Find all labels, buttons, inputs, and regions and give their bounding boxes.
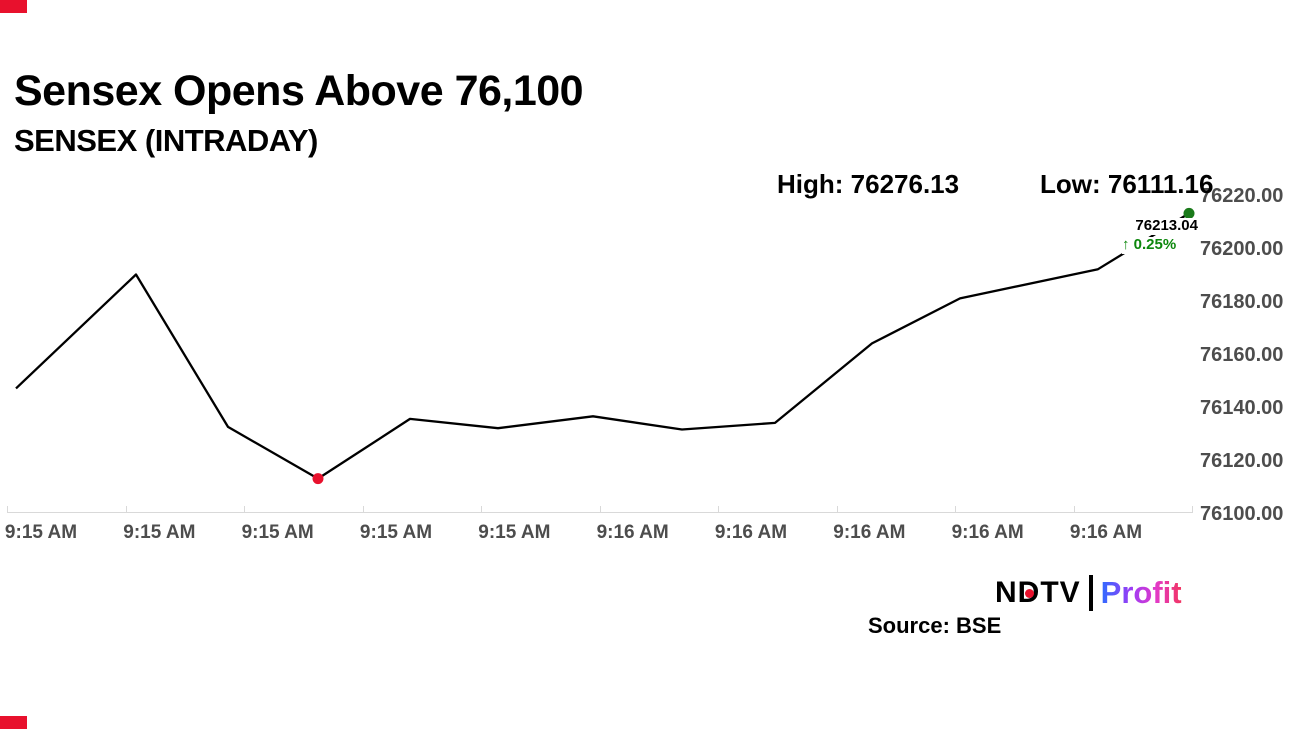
last-price-label: 76213.04	[1120, 217, 1198, 235]
x-axis-label: 9:16 AM	[596, 522, 669, 543]
session-low-marker	[312, 473, 324, 485]
y-axis-label: 76140.00	[1200, 397, 1284, 419]
y-axis-label: 76160.00	[1200, 344, 1284, 366]
x-axis-label: 9:16 AM	[1069, 522, 1143, 543]
x-axis-tick	[1073, 506, 1075, 513]
x-axis-tick	[125, 506, 127, 513]
y-axis-label: 76120.00	[1200, 450, 1284, 472]
y-axis-label: 76100.00	[1200, 503, 1284, 525]
y-axis-label: 76220.00	[1200, 185, 1284, 207]
x-axis-label: 9:16 AM	[833, 522, 906, 543]
x-axis-tick	[244, 506, 245, 513]
x-axis-label: 9:15 AM	[241, 522, 314, 543]
x-axis-label: 9:15 AM	[4, 522, 78, 543]
brand-corner-mark-top	[0, 0, 27, 13]
x-axis-tick	[718, 506, 719, 513]
x-axis-tick	[955, 506, 956, 513]
profit-wordmark: Profit	[1100, 575, 1182, 610]
page-title: Sensex Opens Above 76,100	[14, 67, 584, 115]
y-axis-label: 76180.00	[1200, 291, 1284, 313]
ndtv-profit-logo: NDTV Profit	[995, 574, 1182, 614]
source-label: Source: BSE	[868, 613, 1002, 638]
brand-corner-mark-bottom	[0, 716, 27, 729]
x-axis-tick	[481, 506, 482, 513]
x-axis-tick	[836, 506, 838, 513]
change-percent-label: ↑ 0.25%	[1122, 236, 1190, 254]
x-axis-tick	[7, 506, 8, 513]
y-axis-label: 76200.00	[1200, 238, 1284, 260]
chart-subtitle: SENSEX (INTRADAY)	[14, 123, 318, 158]
x-axis-label: 9:15 AM	[478, 522, 551, 543]
x-axis-tick	[362, 506, 364, 513]
sensex-price-line	[15, 212, 1190, 480]
x-axis-label: 9:16 AM	[714, 522, 788, 543]
high-value-label: High: 76276.13	[777, 169, 960, 199]
logo-separator-bar	[1088, 575, 1093, 611]
x-axis-label: 9:15 AM	[123, 522, 196, 543]
low-value-label: Low: 76111.16	[1040, 169, 1214, 199]
x-axis-label: 9:16 AM	[951, 522, 1024, 543]
latest-price-marker	[1183, 207, 1195, 219]
ndtv-wordmark: NDTV	[995, 576, 1081, 609]
x-axis-tick	[1192, 506, 1193, 513]
ndtv-red-dot-icon	[1025, 589, 1034, 598]
x-axis-label: 9:15 AM	[359, 522, 433, 543]
x-axis-tick	[599, 506, 601, 513]
